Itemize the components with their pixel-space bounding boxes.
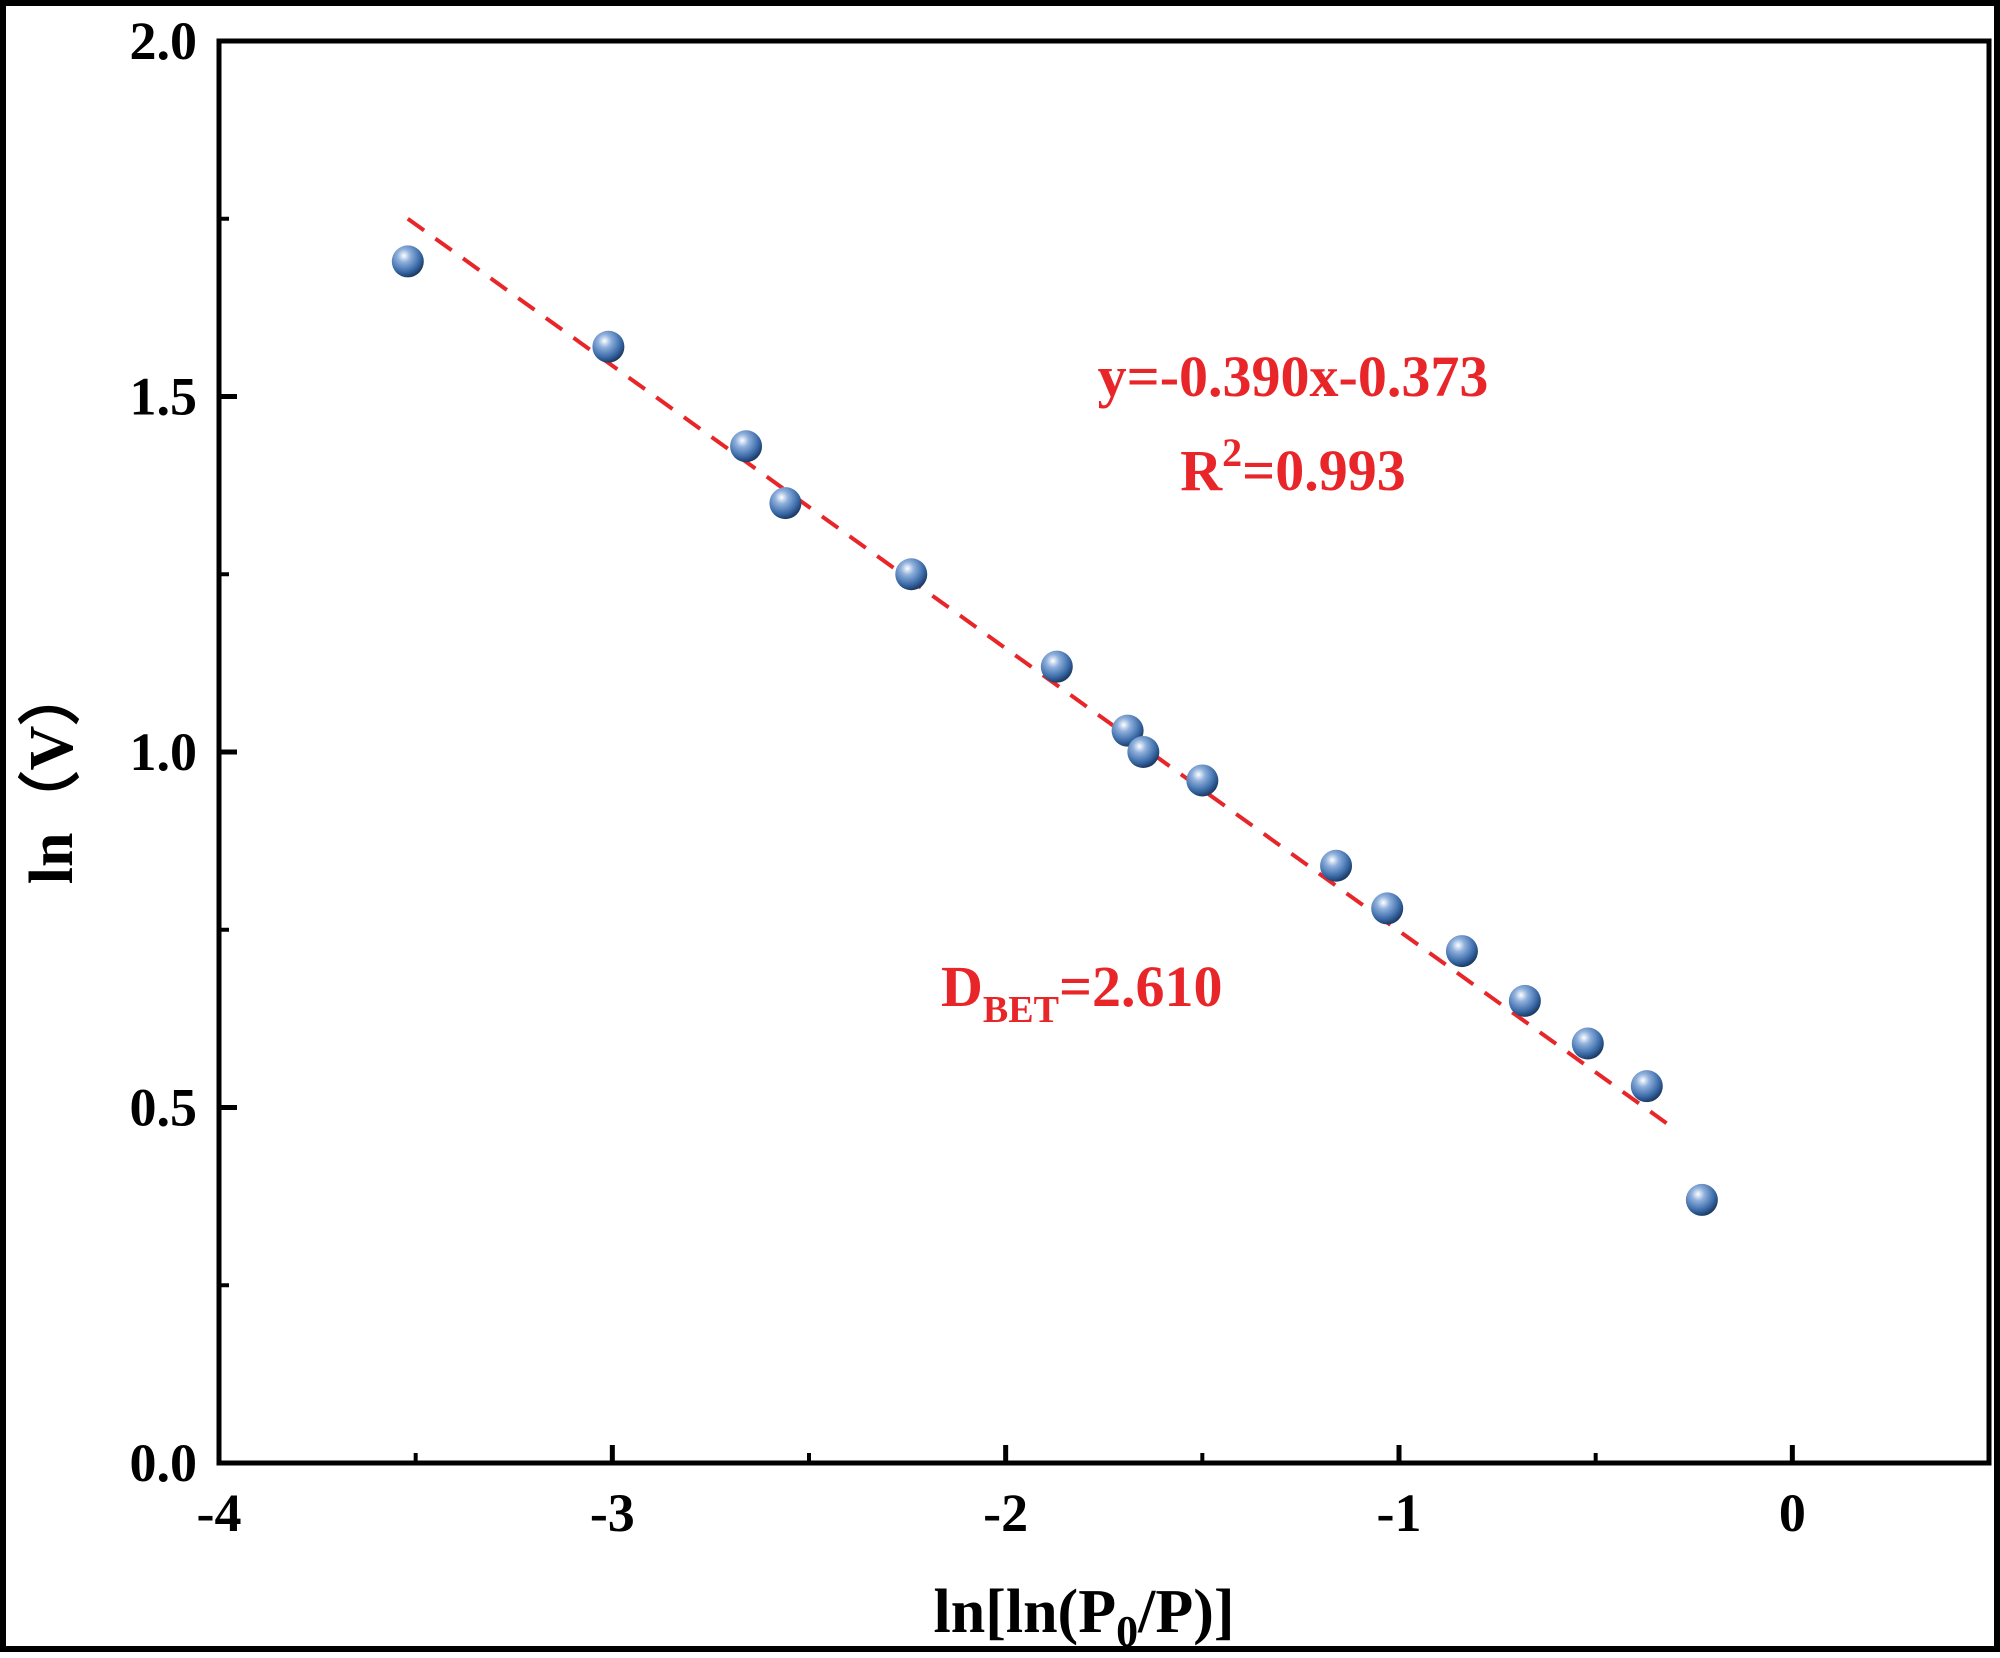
points-layer (391, 245, 1718, 1216)
fit-line-layer (406, 217, 1676, 1131)
scatter-chart: -4 -3 -2 -1 0 0.0 0.5 1.0 1.5 2.0 ln[ln(P0/P)] ln… (16, 11, 1992, 1656)
y-tick-label: 0.0 (130, 1433, 198, 1493)
x-tick-label: -2 (983, 1483, 1028, 1543)
data-point (730, 430, 763, 463)
data-point (391, 245, 424, 278)
x-tick-label: -1 (1377, 1483, 1422, 1543)
fit-line (406, 217, 1676, 1131)
axes-layer: -4 -3 -2 -1 0 0.0 0.5 1.0 1.5 2.0 (130, 11, 1806, 1543)
x-tick-label: 0 (1779, 1483, 1806, 1543)
data-point (1320, 849, 1353, 882)
data-point (1186, 764, 1219, 797)
data-point (1630, 1070, 1663, 1103)
annotations: y=-0.390x-0.373 R2=0.993 DBET=2.610 (941, 344, 1488, 1031)
data-point (1371, 892, 1404, 925)
y-tick-label: 1.5 (130, 367, 198, 427)
y-tick-label: 0.5 (130, 1078, 198, 1138)
y-tick-label: 1.0 (130, 722, 198, 782)
x-axis-title: ln[ln(P0/P)] (934, 1578, 1235, 1656)
data-point (769, 487, 802, 520)
data-point (895, 558, 928, 591)
data-point (1571, 1027, 1604, 1060)
data-point (1685, 1183, 1718, 1216)
y-tick-label: 2.0 (130, 11, 198, 71)
dbet-label: DBET=2.610 (941, 954, 1223, 1031)
plot-area-border (216, 38, 1992, 1466)
data-point (1508, 984, 1541, 1017)
x-tick-label: -3 (590, 1483, 635, 1543)
data-point (1445, 935, 1478, 968)
data-point (592, 330, 625, 363)
x-tick-label: -4 (197, 1483, 242, 1543)
fit-equation-label: y=-0.390x-0.373 (1098, 344, 1489, 409)
data-point (1127, 736, 1160, 768)
data-point (1040, 650, 1073, 683)
y-axis-title: ln（V） (16, 664, 86, 884)
r-squared-label: R2=0.993 (1180, 430, 1405, 503)
